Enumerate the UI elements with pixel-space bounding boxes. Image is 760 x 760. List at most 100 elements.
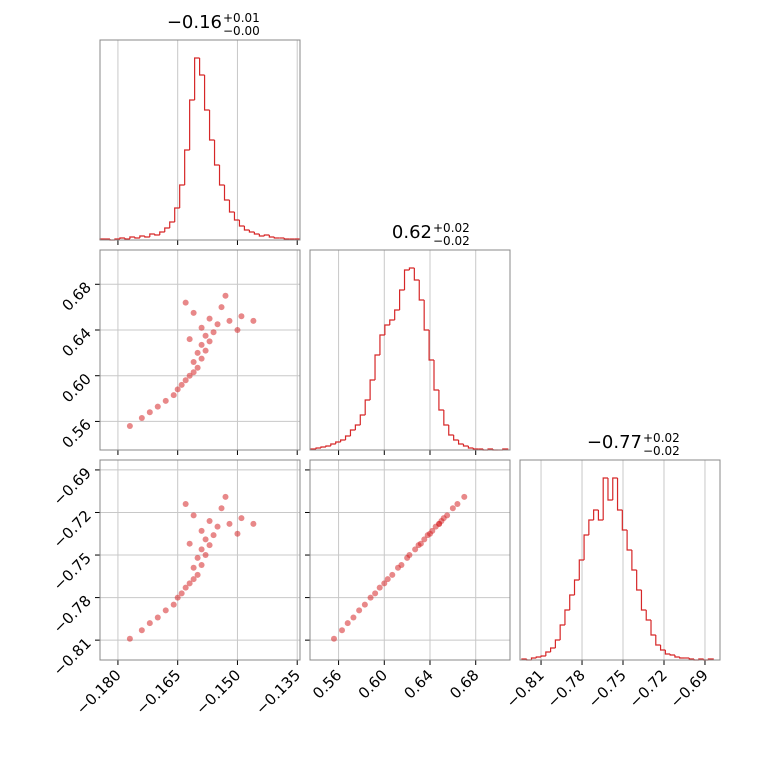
histogram-bin <box>129 236 135 239</box>
histogram-bin <box>688 658 695 660</box>
histogram-bin <box>438 390 444 411</box>
sample-point <box>238 313 245 320</box>
sample-point <box>186 540 193 547</box>
histogram-bin <box>428 330 434 361</box>
y-tick-label: −0.75 <box>50 549 95 594</box>
sample-point <box>190 564 197 571</box>
title-upper: +0.02 <box>643 431 680 445</box>
sample-point <box>206 315 213 322</box>
title-upper: +0.02 <box>433 221 470 235</box>
histogram-bin <box>408 267 415 270</box>
sample-point <box>198 355 205 362</box>
sample-point <box>226 317 233 324</box>
sample-point <box>186 336 193 343</box>
sample-point <box>170 601 177 608</box>
histogram-bin <box>640 590 647 611</box>
sample-point <box>234 327 241 333</box>
sample-point <box>198 561 205 568</box>
histogram-bin <box>472 448 479 450</box>
histogram-bin <box>443 410 449 426</box>
sample-point <box>162 397 169 404</box>
histogram-bin <box>403 269 410 290</box>
sample-point <box>182 584 189 591</box>
sample-point <box>398 561 405 568</box>
histogram-bin <box>659 645 666 651</box>
panel-title: −0.77 <box>587 432 642 453</box>
sample-point <box>194 364 201 371</box>
histogram-bin <box>588 519 594 535</box>
x-tick-label: −0.78 <box>544 666 589 711</box>
sample-point <box>174 386 181 393</box>
sample-point <box>427 530 433 537</box>
sample-point <box>381 580 388 587</box>
histogram-bin <box>124 238 130 240</box>
x-tick-label: 0.56 <box>309 666 345 702</box>
sample-point <box>146 409 153 416</box>
histogram-bin <box>330 443 336 446</box>
sample-point <box>344 620 351 627</box>
histogram-bin <box>169 221 175 228</box>
sample-point <box>154 614 161 621</box>
sample-point <box>162 607 169 614</box>
sample-point <box>206 517 213 524</box>
sample-point <box>234 530 241 537</box>
sample-point <box>389 571 396 578</box>
y-tick-label: −0.81 <box>50 634 95 679</box>
x-tick-label: −0.72 <box>626 666 671 711</box>
sample-point <box>190 576 197 583</box>
panel: 0.560.600.640.68 <box>58 249 301 455</box>
histogram-bin <box>674 655 680 658</box>
histogram-bin <box>325 445 331 447</box>
histogram-bin <box>626 530 632 551</box>
histogram-bin <box>134 237 140 239</box>
sample-point <box>372 590 379 597</box>
sample-point <box>461 493 468 500</box>
sample-point <box>210 329 217 336</box>
sample-point <box>206 542 213 549</box>
histogram-bin <box>119 237 125 239</box>
sample-point <box>406 552 413 559</box>
sample-point <box>214 523 221 530</box>
panel-frame <box>99 249 301 451</box>
histogram-bin <box>223 185 230 201</box>
sample-point <box>190 512 197 519</box>
histogram-bin <box>433 360 439 391</box>
histogram-bin <box>530 657 537 660</box>
histogram-bin <box>228 200 235 213</box>
histogram-bin <box>243 226 250 231</box>
sample-point <box>126 423 133 429</box>
histogram-bin <box>394 309 400 320</box>
histogram-bin <box>139 235 145 238</box>
panel: −0.180 −0.165 −0.150 −0.135−0.81−0.78−0.75−… <box>50 459 304 718</box>
x-tick-label: 0.64 <box>400 666 436 702</box>
histogram-bin <box>208 110 215 141</box>
histogram-bin <box>593 509 599 520</box>
sample-point <box>190 309 197 316</box>
sample-point <box>376 584 383 591</box>
histogram-bin <box>263 234 270 236</box>
histogram-bin <box>179 184 185 208</box>
x-tick-label: −0.180 <box>73 666 125 718</box>
histogram-bin <box>535 656 542 658</box>
panel-title: −0.16 <box>167 12 222 33</box>
histogram-bin <box>154 234 160 236</box>
histogram-bin <box>578 559 585 580</box>
sample-point <box>440 515 447 522</box>
histogram-bin <box>448 425 454 436</box>
sample-point <box>170 392 177 399</box>
sample-point <box>226 520 233 527</box>
sample-point <box>384 576 391 583</box>
x-tick-label: −0.75 <box>585 666 630 711</box>
sample-point <box>198 341 205 348</box>
x-tick-label: 0.60 <box>355 666 391 702</box>
sample-point <box>178 381 185 388</box>
sample-point <box>202 536 209 543</box>
panel-frame <box>309 249 511 451</box>
sample-point <box>198 527 205 534</box>
x-tick-label: −0.135 <box>252 666 304 718</box>
histogram-bin <box>559 624 565 640</box>
histogram-bin <box>389 319 395 325</box>
histogram-bin <box>540 655 546 657</box>
histogram-bin <box>379 334 385 355</box>
